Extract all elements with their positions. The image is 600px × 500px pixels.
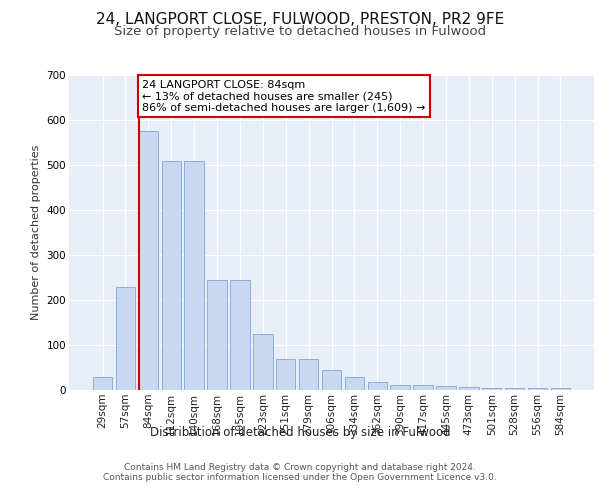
Bar	[528, 388, 547, 390]
Bar	[413, 384, 433, 390]
Bar	[93, 378, 112, 390]
Bar	[551, 388, 570, 390]
Bar	[322, 370, 341, 390]
Bar	[116, 286, 135, 390]
Y-axis label: Number of detached properties: Number of detached properties	[31, 145, 41, 320]
Bar	[299, 358, 319, 390]
Bar	[230, 280, 250, 390]
Text: 24 LANGPORT CLOSE: 84sqm
← 13% of detached houses are smaller (245)
86% of semi-: 24 LANGPORT CLOSE: 84sqm ← 13% of detach…	[142, 80, 425, 113]
Bar	[276, 358, 295, 390]
Bar	[391, 384, 410, 390]
Text: Size of property relative to detached houses in Fulwood: Size of property relative to detached ho…	[114, 25, 486, 38]
Bar	[368, 382, 387, 390]
Bar	[161, 160, 181, 390]
Text: Contains HM Land Registry data © Crown copyright and database right 2024.
Contai: Contains HM Land Registry data © Crown c…	[103, 463, 497, 482]
Bar	[505, 388, 524, 390]
Bar	[436, 386, 455, 390]
Bar	[482, 388, 502, 390]
Bar	[344, 378, 364, 390]
Bar	[208, 280, 227, 390]
Bar	[139, 131, 158, 390]
Bar	[184, 160, 204, 390]
Bar	[253, 334, 272, 390]
Text: Distribution of detached houses by size in Fulwood: Distribution of detached houses by size …	[149, 426, 451, 439]
Bar	[459, 387, 479, 390]
Text: 24, LANGPORT CLOSE, FULWOOD, PRESTON, PR2 9FE: 24, LANGPORT CLOSE, FULWOOD, PRESTON, PR…	[96, 12, 504, 28]
